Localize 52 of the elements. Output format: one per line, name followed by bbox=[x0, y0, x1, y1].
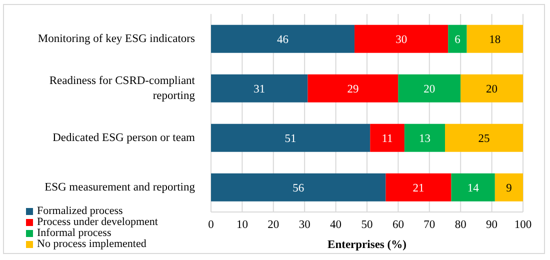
bar bbox=[494, 173, 523, 202]
x-tick-label: 80 bbox=[454, 219, 467, 232]
data-label: 21 bbox=[412, 182, 424, 194]
x-tick-label: 40 bbox=[330, 219, 342, 232]
data-label: 13 bbox=[418, 132, 431, 145]
bar bbox=[445, 124, 523, 152]
data-label: 18 bbox=[489, 34, 501, 46]
x-tick-label: 50 bbox=[361, 219, 373, 232]
y-tick-label: Readiness for CSRD-compliant reporting bbox=[49, 74, 196, 102]
bar bbox=[404, 124, 445, 152]
bar bbox=[370, 124, 404, 152]
data-label: 25 bbox=[478, 132, 490, 145]
x-tick-label: 10 bbox=[236, 219, 248, 232]
data-label: 9 bbox=[506, 182, 512, 194]
y-tick-label: ESG measurement and reporting bbox=[44, 180, 196, 193]
data-label: 29 bbox=[347, 83, 359, 96]
bar bbox=[211, 173, 386, 202]
x-axis-title: Enterprises (%) bbox=[328, 239, 407, 251]
data-label: 6 bbox=[454, 34, 461, 46]
bar bbox=[448, 24, 467, 53]
bar bbox=[398, 74, 461, 102]
x-tick-label: 0 bbox=[208, 219, 214, 232]
data-label: 56 bbox=[292, 182, 304, 194]
x-tick-label: 90 bbox=[486, 219, 498, 232]
bar bbox=[460, 74, 523, 102]
bar bbox=[386, 173, 452, 202]
y-tick-label: Dedicated ESG person or team bbox=[52, 131, 196, 144]
bar bbox=[211, 124, 370, 152]
data-label: 20 bbox=[424, 83, 436, 96]
data-label: 31 bbox=[254, 83, 266, 96]
bar bbox=[354, 24, 448, 53]
bar bbox=[308, 74, 398, 102]
legend-label: No process implemented bbox=[37, 238, 146, 250]
data-label: 14 bbox=[467, 182, 480, 194]
y-tick-label: Monitoring of key ESG indicators bbox=[38, 32, 196, 44]
x-tick-label: 20 bbox=[268, 219, 280, 232]
legend-label: Process under development bbox=[37, 216, 158, 228]
data-label: 11 bbox=[382, 132, 394, 145]
bar bbox=[451, 173, 495, 202]
data-label: 20 bbox=[486, 83, 498, 96]
legend-label: Formalized process bbox=[37, 205, 123, 217]
x-tick-label: 70 bbox=[424, 219, 436, 232]
data-label: 46 bbox=[277, 34, 289, 46]
data-label: 30 bbox=[396, 34, 408, 46]
bar bbox=[211, 24, 355, 53]
bar bbox=[211, 74, 308, 102]
data-label: 51 bbox=[284, 132, 297, 145]
x-tick-label: 60 bbox=[392, 219, 404, 232]
bar bbox=[466, 24, 523, 53]
legend-label: Informal process bbox=[37, 227, 112, 239]
x-tick-label: 100 bbox=[514, 219, 532, 232]
x-tick-label: 30 bbox=[298, 219, 311, 232]
